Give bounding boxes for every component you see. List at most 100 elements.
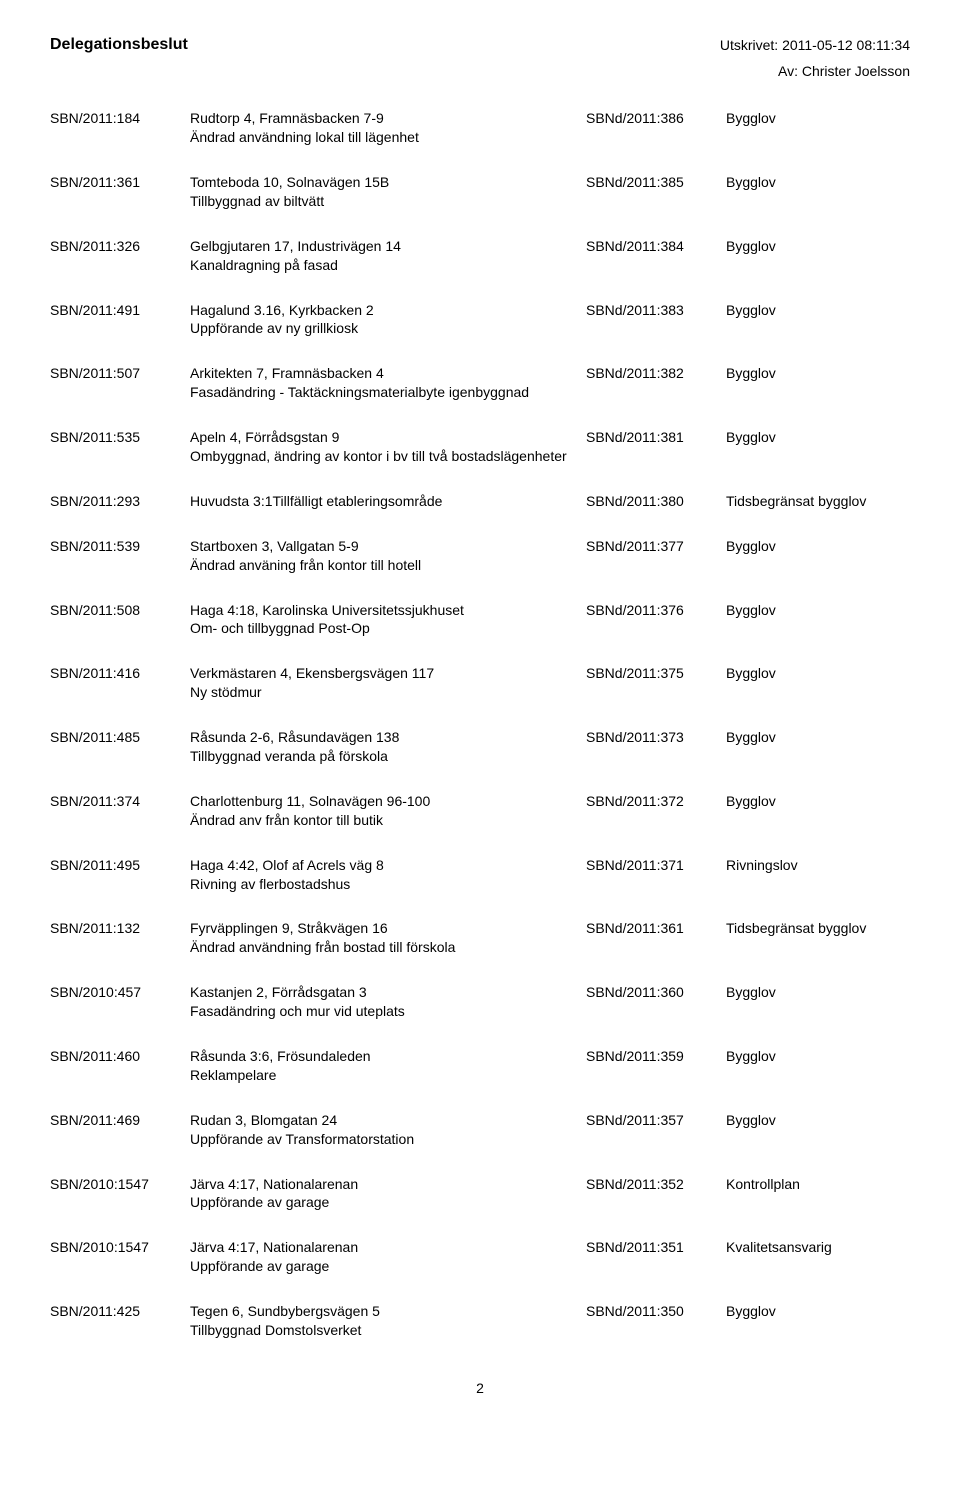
entry-ref: SBNd/2011:383 [586, 301, 726, 320]
entry-type: Bygglov [726, 728, 910, 747]
entry-type: Bygglov [726, 664, 910, 683]
entry-desc-line2: Ombyggnad, ändring av kontor i bv till t… [190, 447, 570, 466]
entry-description: Apeln 4, Förrådsgstan 9Ombyggnad, ändrin… [190, 428, 586, 466]
page-number: 2 [50, 1380, 910, 1396]
entry-description: Haga 4:42, Olof af Acrels väg 8Rivning a… [190, 856, 586, 894]
entry-ref: SBNd/2011:381 [586, 428, 726, 447]
entry-type: Bygglov [726, 237, 910, 256]
entry-desc-line1: Huvudsta 3:1Tillfälligt etableringsområd… [190, 492, 570, 511]
entry-ref: SBNd/2011:382 [586, 364, 726, 383]
entry-id: SBN/2011:508 [50, 601, 190, 620]
entry-ref: SBNd/2011:360 [586, 983, 726, 1002]
page-title: Delegationsbeslut [50, 36, 188, 54]
entry-row: SBN/2011:361Tomteboda 10, Solnavägen 15B… [50, 173, 910, 211]
entry-ref: SBNd/2011:380 [586, 492, 726, 511]
entry-id: SBN/2010:1547 [50, 1238, 190, 1257]
header: Delegationsbeslut Utskrivet: 2011-05-12 … [50, 36, 910, 81]
entry-description: Startboxen 3, Vallgatan 5-9Ändrad använi… [190, 537, 586, 575]
entry-type: Bygglov [726, 301, 910, 320]
entry-id: SBN/2011:184 [50, 109, 190, 128]
entry-desc-line2: Uppförande av garage [190, 1193, 570, 1212]
entry-description: Arkitekten 7, Framnäsbacken 4Fasadändrin… [190, 364, 586, 402]
entry-row: SBN/2011:508Haga 4:18, Karolinska Univer… [50, 601, 910, 639]
entry-desc-line1: Haga 4:42, Olof af Acrels väg 8 [190, 856, 570, 875]
entry-type: Bygglov [726, 601, 910, 620]
entry-row: SBN/2011:460Råsunda 3:6, FrösundaledenRe… [50, 1047, 910, 1085]
header-meta: Utskrivet: 2011-05-12 08:11:34 Av: Chris… [720, 36, 910, 81]
entry-row: SBN/2011:326Gelbgjutaren 17, Industriväg… [50, 237, 910, 275]
entry-desc-line2: Om- och tillbyggnad Post-Op [190, 619, 570, 638]
entry-type: Kvalitetsansvarig [726, 1238, 910, 1257]
entry-description: Rudtorp 4, Framnäsbacken 7-9Ändrad använ… [190, 109, 586, 147]
entry-description: Charlottenburg 11, Solnavägen 96-100Ändr… [190, 792, 586, 830]
entry-desc-line1: Verkmästaren 4, Ekensbergsvägen 117 [190, 664, 570, 683]
entry-ref: SBNd/2011:359 [586, 1047, 726, 1066]
entry-type: Tidsbegränsat bygglov [726, 919, 910, 938]
entry-id: SBN/2011:469 [50, 1111, 190, 1130]
entry-desc-line2: Reklampelare [190, 1066, 570, 1085]
entry-type: Bygglov [726, 173, 910, 192]
entry-ref: SBNd/2011:377 [586, 537, 726, 556]
entry-desc-line2: Fasadändring - Taktäckningsmaterialbyte … [190, 383, 570, 402]
entry-ref: SBNd/2011:357 [586, 1111, 726, 1130]
entry-type: Bygglov [726, 537, 910, 556]
entry-description: Råsunda 3:6, FrösundaledenReklampelare [190, 1047, 586, 1085]
entry-type: Bygglov [726, 109, 910, 128]
entry-ref: SBNd/2011:351 [586, 1238, 726, 1257]
entry-id: SBN/2011:361 [50, 173, 190, 192]
entry-id: SBN/2011:539 [50, 537, 190, 556]
entry-desc-line1: Kastanjen 2, Förrådsgatan 3 [190, 983, 570, 1002]
entry-id: SBN/2011:507 [50, 364, 190, 383]
entry-ref: SBNd/2011:386 [586, 109, 726, 128]
entry-type: Bygglov [726, 428, 910, 447]
entry-ref: SBNd/2011:375 [586, 664, 726, 683]
entry-id: SBN/2011:326 [50, 237, 190, 256]
entry-description: Råsunda 2-6, Råsundavägen 138Tillbyggnad… [190, 728, 586, 766]
entry-ref: SBNd/2011:361 [586, 919, 726, 938]
page-root: Delegationsbeslut Utskrivet: 2011-05-12 … [0, 0, 960, 1436]
entry-desc-line1: Fyrväpplingen 9, Stråkvägen 16 [190, 919, 570, 938]
entry-description: Kastanjen 2, Förrådsgatan 3Fasadändring … [190, 983, 586, 1021]
entry-ref: SBNd/2011:385 [586, 173, 726, 192]
entry-desc-line2: Fasadändring och mur vid uteplats [190, 1002, 570, 1021]
entry-desc-line1: Charlottenburg 11, Solnavägen 96-100 [190, 792, 570, 811]
entry-desc-line1: Hagalund 3.16, Kyrkbacken 2 [190, 301, 570, 320]
entry-type: Bygglov [726, 1302, 910, 1321]
entry-row: SBN/2011:485Råsunda 2-6, Råsundavägen 13… [50, 728, 910, 766]
entry-row: SBN/2011:184Rudtorp 4, Framnäsbacken 7-9… [50, 109, 910, 147]
entry-desc-line2: Ändrad använing från kontor till hotell [190, 556, 570, 575]
entry-row: SBN/2010:1547Järva 4:17, NationalarenanU… [50, 1238, 910, 1276]
entries-list: SBN/2011:184Rudtorp 4, Framnäsbacken 7-9… [50, 109, 910, 1340]
entry-desc-line2: Rivning av flerbostadshus [190, 875, 570, 894]
entry-row: SBN/2011:416Verkmästaren 4, Ekensbergsvä… [50, 664, 910, 702]
entry-desc-line1: Gelbgjutaren 17, Industrivägen 14 [190, 237, 570, 256]
entry-id: SBN/2011:425 [50, 1302, 190, 1321]
entry-description: Gelbgjutaren 17, Industrivägen 14Kanaldr… [190, 237, 586, 275]
entry-ref: SBNd/2011:372 [586, 792, 726, 811]
entry-ref: SBNd/2011:376 [586, 601, 726, 620]
entry-description: Rudan 3, Blomgatan 24Uppförande av Trans… [190, 1111, 586, 1149]
entry-row: SBN/2011:539Startboxen 3, Vallgatan 5-9Ä… [50, 537, 910, 575]
entry-description: Tomteboda 10, Solnavägen 15BTillbyggnad … [190, 173, 586, 211]
entry-description: Järva 4:17, NationalarenanUppförande av … [190, 1238, 586, 1276]
entry-type: Bygglov [726, 364, 910, 383]
entry-desc-line2: Tillbyggnad veranda på förskola [190, 747, 570, 766]
entry-desc-line1: Tegen 6, Sundbybergsvägen 5 [190, 1302, 570, 1321]
entry-ref: SBNd/2011:352 [586, 1175, 726, 1194]
entry-id: SBN/2010:457 [50, 983, 190, 1002]
entry-desc-line1: Apeln 4, Förrådsgstan 9 [190, 428, 570, 447]
entry-desc-line1: Järva 4:17, Nationalarenan [190, 1238, 570, 1257]
entry-ref: SBNd/2011:373 [586, 728, 726, 747]
entry-row: SBN/2011:293Huvudsta 3:1Tillfälligt etab… [50, 492, 910, 511]
entry-desc-line1: Rudtorp 4, Framnäsbacken 7-9 [190, 109, 570, 128]
entry-row: SBN/2011:469Rudan 3, Blomgatan 24Uppföra… [50, 1111, 910, 1149]
entry-desc-line1: Tomteboda 10, Solnavägen 15B [190, 173, 570, 192]
entry-desc-line1: Arkitekten 7, Framnäsbacken 4 [190, 364, 570, 383]
entry-id: SBN/2011:374 [50, 792, 190, 811]
entry-desc-line2: Ändrad anv från kontor till butik [190, 811, 570, 830]
entry-ref: SBNd/2011:350 [586, 1302, 726, 1321]
entry-desc-line1: Järva 4:17, Nationalarenan [190, 1175, 570, 1194]
entry-id: SBN/2011:460 [50, 1047, 190, 1066]
entry-type: Kontrollplan [726, 1175, 910, 1194]
printed-timestamp: Utskrivet: 2011-05-12 08:11:34 [720, 36, 910, 56]
